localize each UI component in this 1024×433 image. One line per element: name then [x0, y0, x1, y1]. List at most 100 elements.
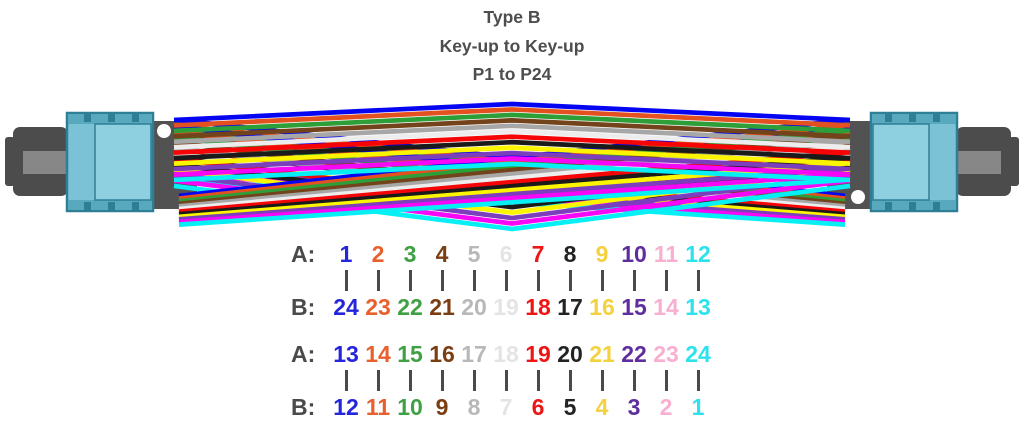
mapping-link-cell [586, 267, 618, 294]
left-housing-panel [94, 123, 152, 201]
pin-b-value: 10 [397, 393, 423, 420]
pin-b-value: 19 [493, 293, 519, 320]
mapping-link-cell [426, 367, 458, 394]
pin-b-value: 13 [685, 293, 711, 320]
pin-a-value: 21 [589, 340, 615, 367]
mapping-link-line [632, 370, 636, 391]
diagram-title: Type B Key-up to Key-up P1 to P24 [0, 3, 1024, 89]
mapping-link-line [696, 370, 700, 391]
pin-b-value: 22 [397, 293, 423, 320]
right-notch-icon [885, 113, 892, 122]
fiber-ribbon-upper-violet [173, 150, 851, 172]
row-a-label: A: [291, 240, 316, 267]
mapping-link-cell [330, 367, 362, 394]
mapping-link-cell [650, 367, 682, 394]
pin-a-value: 6 [499, 240, 513, 267]
pin-a-value: 3 [403, 240, 417, 267]
mapping-link-line [408, 270, 412, 291]
fiber-ribbon-upper-rose [173, 156, 851, 177]
mapping-link-line [408, 370, 412, 391]
pin-a-value: 11 [653, 240, 679, 267]
mapping-link-line [504, 270, 508, 291]
mapping-link-line [568, 270, 572, 291]
mapping-link-cell [522, 267, 554, 294]
pin-b-value: 4 [595, 393, 609, 420]
fiber-ribbon-upper-aqua [173, 161, 851, 183]
fiber-ribbon-upper-brown [173, 117, 851, 139]
mapping-link-line [664, 270, 668, 291]
pin-b-value: 2 [659, 393, 673, 420]
mapping-link-line [600, 270, 604, 291]
mapping-link-cell [394, 267, 426, 294]
pin-b-value: 16 [589, 293, 615, 320]
fiber-ribbon-upper-blue [173, 101, 851, 123]
pin-b-value: 14 [653, 293, 679, 320]
left-boot-band [23, 151, 68, 174]
title-line-keying: Key-up to Key-up [439, 35, 585, 56]
mapping-link-line [664, 370, 668, 391]
right-boot-band [956, 151, 1001, 174]
mapping-link-cell [394, 367, 426, 394]
fiber-diagonal-ascending-rose [178, 172, 846, 225]
row-b-label: B: [291, 293, 316, 320]
mpo-connector-right [827, 111, 1019, 213]
pin-a-value: 19 [525, 340, 551, 367]
pin-b-value: 17 [557, 293, 583, 320]
right-notch-icon [885, 202, 892, 211]
spacer-cell [290, 267, 330, 294]
mapping-link-cell [650, 267, 682, 294]
pin-b-value: 15 [621, 293, 647, 320]
pin-b-value: 8 [467, 393, 481, 420]
mapping-link-line [536, 270, 540, 291]
mapping-link-cell [490, 267, 522, 294]
left-notch-icon [108, 113, 115, 122]
mapping-link-cell [618, 267, 650, 294]
mapping-link-line [696, 270, 700, 291]
pin-a-value: 22 [621, 340, 647, 367]
pin-b-value: 18 [525, 293, 551, 320]
mapping-link-cell [682, 367, 714, 394]
mapping-link-cell [330, 267, 362, 294]
pin-a-value: 8 [563, 240, 577, 267]
row-b-label: B: [291, 393, 316, 420]
right-notch-icon [933, 113, 940, 122]
pin-a-value: 13 [333, 340, 359, 367]
pin-b-value: 21 [429, 293, 455, 320]
pin-a-value: 12 [685, 240, 711, 267]
pin-a-value: 20 [557, 340, 583, 367]
mapping-link-line [440, 270, 444, 291]
mapping-link-cell [458, 267, 490, 294]
pin-b-value: 11 [365, 393, 391, 420]
pin-b-value: 9 [435, 393, 449, 420]
mapping-link-line [568, 370, 572, 391]
mapping-link-line [344, 370, 348, 391]
pin-a-value: 17 [461, 340, 487, 367]
pin-b-value: 20 [461, 293, 487, 320]
fiber-diagonal-ascending-violet [178, 166, 846, 222]
left-notch-icon [132, 202, 139, 211]
spacer-cell [290, 367, 330, 394]
right-notch-icon [909, 113, 916, 122]
pin-b-value: 6 [531, 393, 545, 420]
pin-map-table-1-12: A: 1 2 3 4 5 6 7 8 9 10 11 12 B: 24 23 22 21 20 19 18 17 16 15 1… [290, 241, 714, 320]
pin-a-value: 1 [339, 240, 353, 267]
fiber-ribbon-upper-yellow [173, 145, 851, 166]
pin-a-value: 10 [621, 240, 647, 267]
mapping-link-cell [554, 367, 586, 394]
pin-a-value: 9 [595, 240, 609, 267]
mpo-connector-left [5, 111, 197, 213]
mapping-link-cell [362, 267, 394, 294]
right-notch-icon [909, 202, 916, 211]
right-housing-panel [872, 123, 930, 201]
fiber-bundle [173, 101, 851, 232]
mapping-link-cell [490, 367, 522, 394]
pin-b-value: 3 [627, 393, 641, 420]
pin-a-value: 18 [493, 340, 519, 367]
row-a-label: A: [291, 340, 316, 367]
pin-a-value: 5 [467, 240, 481, 267]
mapping-link-line [440, 370, 444, 391]
pin-b-value: 24 [333, 293, 359, 320]
right-strain-tab [1009, 137, 1019, 186]
mapping-link-cell [522, 367, 554, 394]
mapping-link-line [632, 270, 636, 291]
